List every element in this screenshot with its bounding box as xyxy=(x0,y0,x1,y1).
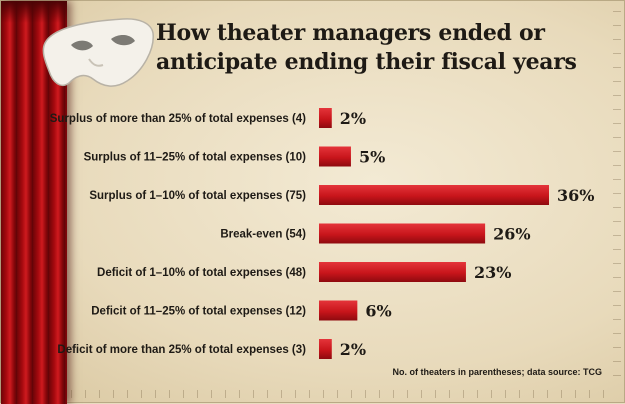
value-label: 26% xyxy=(493,225,530,244)
chart-footnote: No. of theaters in parentheses; data sou… xyxy=(392,367,602,377)
value-label: 6% xyxy=(365,302,391,321)
value-label: 5% xyxy=(359,148,385,167)
bar xyxy=(319,339,332,359)
chart-title-line-2: anticipate ending their fiscal years xyxy=(156,49,577,75)
value-label: 2% xyxy=(340,340,366,359)
category-label: Break-even (54) xyxy=(220,229,306,241)
bar xyxy=(319,300,358,321)
bar xyxy=(319,108,332,128)
ruler-bottom xyxy=(71,390,614,398)
category-label: Deficit of 1–10% of total expenses (48) xyxy=(97,267,306,279)
value-label: 36% xyxy=(557,186,594,205)
bar xyxy=(319,223,486,244)
value-label: 23% xyxy=(474,263,511,282)
category-label: Deficit of 11–25% of total expenses (12) xyxy=(91,306,306,318)
value-label: 2% xyxy=(340,109,366,128)
category-label: Surplus of 11–25% of total expenses (10) xyxy=(84,152,307,164)
category-label: Deficit of more than 25% of total expens… xyxy=(57,344,306,356)
chart-title: How theater managers ended or anticipate… xyxy=(156,19,616,77)
category-label: Surplus of more than 25% of total expens… xyxy=(50,113,306,125)
bar xyxy=(319,262,466,282)
ruler-right xyxy=(613,11,621,382)
chart-title-line-1: How theater managers ended or xyxy=(156,20,545,46)
bar xyxy=(319,146,351,167)
category-label: Surplus of 1–10% of total expenses (75) xyxy=(89,190,306,202)
theater-mask-icon xyxy=(42,18,154,87)
bar xyxy=(319,185,549,205)
